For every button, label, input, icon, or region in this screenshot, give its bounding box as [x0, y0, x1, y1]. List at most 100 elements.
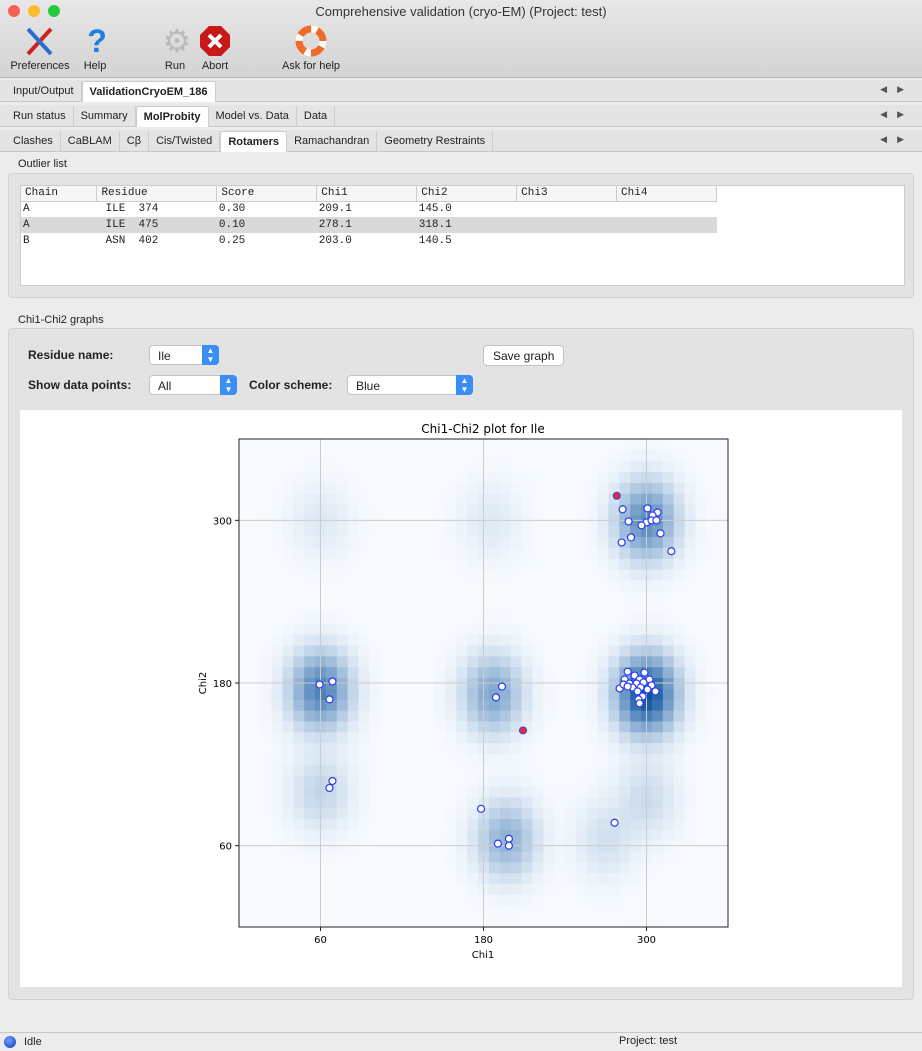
- show-data-points-select[interactable]: All ▲ ▼: [149, 375, 237, 395]
- heatmap-cell: [434, 601, 446, 614]
- tab-ramachandran[interactable]: Ramachandran: [287, 131, 378, 152]
- heatmap-cell: [456, 558, 468, 570]
- heatmap-cell: [499, 818, 512, 830]
- heatmap-cell: [717, 634, 729, 646]
- heatmap-cell: [239, 569, 251, 581]
- heatmap-cell: [445, 699, 457, 711]
- table-row[interactable]: A ILE 374 0.30 209.1 145.0: [21, 201, 717, 217]
- heatmap-cell: [412, 731, 425, 744]
- minimize-window-button[interactable]: [28, 5, 40, 17]
- col-chi1[interactable]: Chi1: [316, 186, 418, 202]
- heatmap-cell: [239, 525, 251, 538]
- heatmap-cell: [510, 764, 523, 776]
- heatmap-cell: [402, 558, 414, 570]
- tab-summary[interactable]: Summary: [74, 106, 136, 127]
- heatmap-cell: [369, 460, 381, 473]
- heatmap-cell: [608, 493, 620, 505]
- table-cell: ILE 374: [98, 203, 159, 216]
- heatmap-cell: [488, 851, 501, 863]
- heatmap-cell: [597, 645, 609, 657]
- run-button[interactable]: ⚙ Run: [160, 23, 192, 72]
- heatmap-cell: [293, 905, 305, 917]
- heatmap-cell: [336, 645, 349, 657]
- heatmap-cell: [543, 720, 555, 733]
- outlier-table[interactable]: Chain Residue Score Chi1 Chi2 Chi3 Chi4 …: [20, 185, 905, 286]
- heatmap-cell: [249, 731, 262, 744]
- heatmap-cell: [260, 916, 273, 928]
- heatmap-cell: [662, 720, 675, 733]
- zoom-window-button[interactable]: [48, 5, 60, 17]
- col-residue[interactable]: Residue: [96, 186, 218, 202]
- heatmap-cell: [271, 775, 283, 787]
- color-scheme-select[interactable]: Blue ▲ ▼: [347, 375, 473, 395]
- heatmap-cell: [358, 623, 370, 635]
- heatmap-cell: [662, 764, 675, 776]
- heatmap-cell: [662, 655, 675, 668]
- col-chain[interactable]: Chain: [21, 186, 98, 202]
- tab-cablam[interactable]: CaBLAM: [61, 131, 120, 152]
- tab-input-output[interactable]: Input/Output: [6, 81, 82, 102]
- tab-molprobity[interactable]: MolProbity: [135, 106, 209, 127]
- residue-name-select[interactable]: Ile ▲ ▼: [149, 345, 219, 365]
- tab-run-status[interactable]: Run status: [6, 106, 74, 127]
- heatmap-cell: [651, 579, 664, 592]
- col-chi3[interactable]: Chi3: [516, 186, 618, 202]
- table-cell: ILE 475: [96, 217, 217, 233]
- heatmap-cell: [304, 775, 316, 787]
- heatmap-cell: [706, 764, 718, 776]
- tab-validation[interactable]: ValidationCryoEM_186: [81, 81, 216, 102]
- heatmap-cell: [706, 829, 718, 841]
- heatmap-cell: [412, 720, 425, 733]
- ask-for-help-button[interactable]: Ask for help: [278, 24, 344, 72]
- tab-geometry-restraints[interactable]: Geometry Restraints: [377, 131, 494, 152]
- heatmap-cell: [554, 493, 566, 505]
- heatmap-cell: [543, 688, 555, 700]
- abort-button[interactable]: Abort: [198, 24, 232, 72]
- heatmap-cell: [336, 688, 349, 700]
- table-row[interactable]: A ILE 475 0.10 278.1 318.1: [21, 217, 717, 233]
- table-row[interactable]: B ASN 402 0.25 203.0 140.5: [21, 233, 717, 249]
- tab-clashes[interactable]: Clashes: [6, 131, 61, 152]
- save-graph-button[interactable]: Save graph: [483, 345, 565, 366]
- heatmap-cell: [304, 829, 316, 841]
- heatmap-cell: [467, 558, 479, 570]
- tab-cis-twisted[interactable]: Cis/Twisted: [149, 131, 221, 152]
- col-chi2[interactable]: Chi2: [416, 186, 518, 202]
- heatmap-cell: [706, 601, 718, 614]
- close-window-button[interactable]: [8, 5, 20, 17]
- heatmap-cell: [608, 569, 620, 581]
- heatmap-cell: [380, 710, 392, 722]
- col-score[interactable]: Score: [216, 186, 318, 202]
- heatmap-cell: [380, 623, 392, 635]
- heatmap-cell: [608, 612, 620, 624]
- heatmap-cell: [597, 666, 609, 679]
- heatmap-cell: [239, 829, 251, 841]
- heatmap-cell: [630, 720, 642, 733]
- heatmap-cell: [456, 688, 468, 700]
- tab-cbeta[interactable]: Cβ: [120, 131, 150, 152]
- tab-scroll-arrows[interactable]: ◀▶: [880, 109, 914, 119]
- tab-data[interactable]: Data: [297, 106, 336, 127]
- heatmap-cell: [293, 439, 305, 451]
- tab-rotamers[interactable]: Rotamers: [220, 131, 288, 152]
- heatmap-cell: [695, 569, 707, 581]
- heatmap-cell: [369, 590, 381, 603]
- heatmap-cell: [630, 916, 642, 928]
- help-button[interactable]: ? Help: [80, 23, 110, 73]
- heatmap-cell: [293, 612, 305, 624]
- heatmap-cell: [662, 742, 675, 754]
- col-chi4[interactable]: Chi4: [616, 186, 717, 202]
- heatmap-cell: [662, 829, 675, 841]
- tab-model-vs-data[interactable]: Model vs. Data: [209, 106, 297, 127]
- heatmap-cell: [391, 558, 403, 570]
- preferences-button[interactable]: Preferences: [8, 24, 72, 72]
- chi1-chi2-plot: Chi1-Chi2 plot for Ile Chi1 Chi2 60 180 30…: [20, 410, 902, 987]
- heatmap-cell: [380, 612, 392, 624]
- tab-scroll-arrows[interactable]: ◀▶: [880, 84, 914, 94]
- heatmap-cell: [293, 623, 305, 635]
- heatmap-cell: [304, 753, 316, 765]
- tab-scroll-arrows[interactable]: ◀▶: [880, 134, 914, 144]
- heatmap-cell: [586, 482, 599, 494]
- heatmap-cell: [434, 569, 446, 581]
- heatmap-cell: [467, 569, 479, 581]
